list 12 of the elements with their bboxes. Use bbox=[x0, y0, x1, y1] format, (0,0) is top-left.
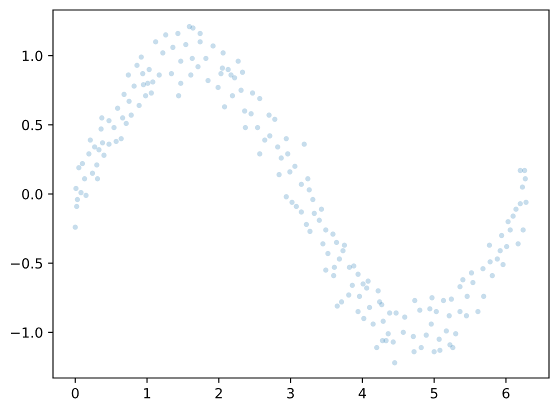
x-tick-label: 5 bbox=[430, 388, 438, 398]
x-tick-label: 1 bbox=[144, 388, 150, 398]
x-tick-label: 0 bbox=[72, 388, 79, 398]
x-tick-label: 4 bbox=[358, 388, 366, 398]
y-tick-label: 1.0 bbox=[22, 50, 42, 62]
y-tick-label: −0.5 bbox=[11, 258, 42, 269]
x-tick-label: 3 bbox=[287, 388, 294, 398]
y-tick-label: 0.0 bbox=[22, 188, 42, 200]
x-tick-label: 6 bbox=[502, 388, 510, 398]
y-tick-label: 0.5 bbox=[22, 120, 42, 130]
y-tick-label: −1.0 bbox=[11, 327, 42, 338]
x-tick-label: 2 bbox=[215, 388, 222, 398]
